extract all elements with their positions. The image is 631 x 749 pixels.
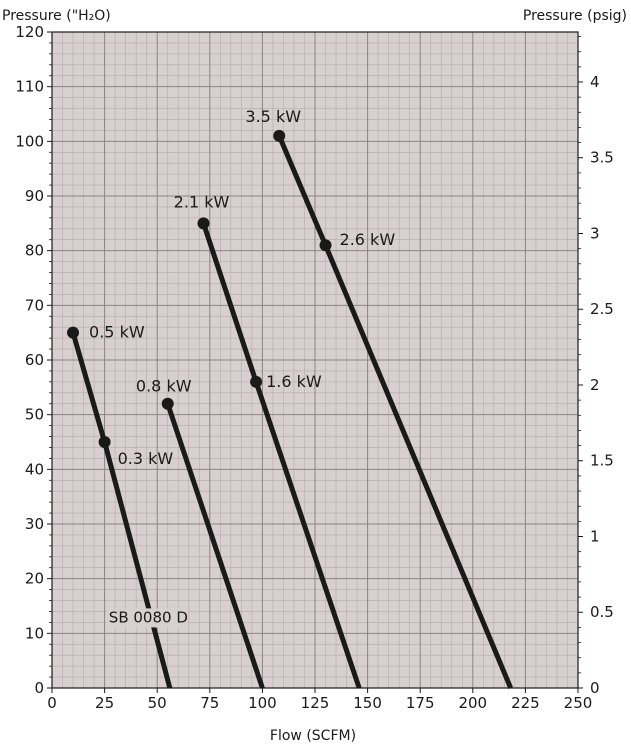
x-tick-labels: 0 25 50 75 100 125 150 175 200 225 250 [47, 694, 592, 712]
y-axis-title-left: Pressure ("H₂O) [2, 8, 111, 24]
x-tick-label: 150 [353, 694, 382, 712]
point-labels: 0.5 kW 0.3 kW 0.8 kW 2.1 kW 1.6 kW 3.5 kW 2.6 … [89, 107, 395, 468]
y-tick-label: 120 [15, 23, 44, 41]
x-tick-label: 250 [564, 694, 593, 712]
y-right-tick-label: 2 [590, 376, 600, 394]
series-point [250, 375, 263, 388]
x-tick-label: 100 [248, 694, 277, 712]
x-tick-label: 175 [406, 694, 435, 712]
y-right-tick-labels: 0 0.5 1 1.5 2 2.5 3 3.5 4 [590, 73, 614, 697]
series-point [67, 326, 80, 339]
y-tick-labels: 0 10 20 30 40 50 60 70 80 90 100 110 120 [15, 23, 44, 697]
point-label: 1.6 kW [266, 372, 322, 391]
series-points [67, 129, 332, 448]
series-point [197, 217, 210, 230]
y-tick-label: 40 [25, 460, 44, 478]
y-tick-label: 90 [25, 187, 44, 205]
y-right-tick-label: 2.5 [590, 300, 614, 318]
x-tick-label: 25 [95, 694, 114, 712]
series-point [161, 397, 174, 410]
y-tick-label: 50 [25, 406, 44, 424]
x-axis-title: Flow (SCFM) [270, 728, 356, 744]
y-tick-label: 30 [25, 515, 44, 533]
point-label: 0.8 kW [136, 377, 192, 396]
y-right-tick-label: 1.5 [590, 452, 614, 470]
x-tick-label: 200 [458, 694, 487, 712]
y-right-tick-label: 1 [590, 527, 600, 545]
y-tick-label: 20 [25, 570, 44, 588]
plot-frame [51, 31, 579, 689]
point-label: 0.3 kW [118, 449, 174, 468]
x-tick-label: 0 [47, 694, 57, 712]
y-right-tick-label: 0 [590, 679, 600, 697]
y-right-tick-label: 4 [590, 73, 600, 91]
y-tick-label: 10 [25, 624, 44, 642]
series-point [273, 129, 286, 142]
series-point [98, 436, 111, 448]
point-label: 2.1 kW [174, 192, 230, 211]
series-labels: SB 0080 DSB 0140 DSB 0200 DSB 0310 D [106, 608, 189, 628]
y-tick-label: 70 [25, 296, 44, 314]
series-line-sb-0140-d [165, 402, 265, 689]
x-tick-label: 75 [200, 694, 219, 712]
y-tick-label: 110 [15, 78, 44, 96]
y-right-tick-label: 3.5 [590, 149, 614, 167]
y-axis-title-right: Pressure (psig) [523, 8, 627, 24]
series-label-backdrop [106, 608, 189, 628]
point-label: 0.5 kW [89, 323, 145, 342]
y-tick-label: 80 [25, 242, 44, 260]
y-right-tick-label: 3 [590, 224, 600, 242]
x-tick-label: 125 [301, 694, 330, 712]
x-tick-label: 50 [148, 694, 167, 712]
y-right-tick-label: 0.5 [590, 603, 614, 621]
y-tick-label: 0 [34, 679, 44, 697]
point-label: 2.6 kW [340, 230, 396, 249]
y-tick-label: 100 [15, 132, 44, 150]
series-label: SB 0080 D [109, 608, 188, 626]
series-point [319, 239, 332, 252]
point-label: 3.5 kW [245, 107, 301, 126]
x-tick-label: 225 [511, 694, 540, 712]
y-tick-label: 60 [25, 351, 44, 369]
